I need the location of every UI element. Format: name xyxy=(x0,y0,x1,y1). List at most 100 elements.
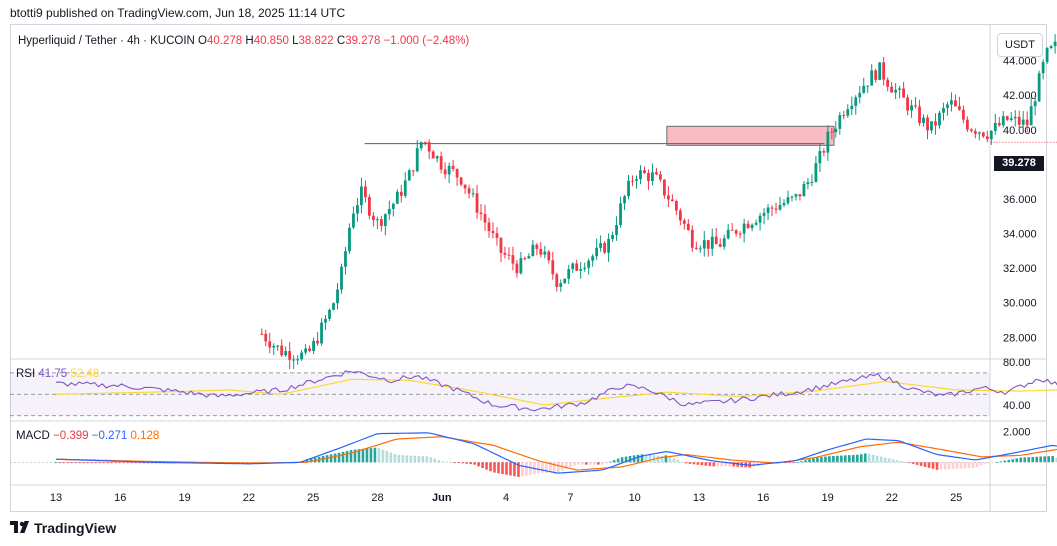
candle xyxy=(750,224,754,229)
candle xyxy=(946,104,949,108)
candle xyxy=(447,165,451,175)
x-tick-label: 10 xyxy=(629,492,641,504)
macd-hist-bar xyxy=(333,453,337,463)
macd-hist-bar xyxy=(1031,456,1035,463)
candle xyxy=(399,191,403,196)
candle xyxy=(623,196,626,204)
macd-hist-bar xyxy=(381,449,385,463)
macd-hist-bar xyxy=(812,458,815,463)
macd-hist-bar xyxy=(405,455,409,463)
macd-hist-bar xyxy=(580,462,584,465)
macd-hist-bar xyxy=(859,454,863,463)
candle xyxy=(535,244,539,249)
candle xyxy=(531,244,535,257)
macd-hist-bar xyxy=(473,462,476,465)
macd-hist-bar xyxy=(848,455,851,463)
candle xyxy=(1017,116,1021,125)
close-value: 39.278 xyxy=(345,35,381,47)
candle xyxy=(395,191,399,204)
signal-line xyxy=(55,436,1057,471)
macd-hist-bar xyxy=(724,462,728,467)
macd-hist-bar xyxy=(616,458,620,463)
candle xyxy=(471,193,475,195)
macd-hist-bar xyxy=(720,462,724,467)
macd-hist-bar xyxy=(1051,455,1054,463)
macd-hist-bar xyxy=(584,462,588,465)
candle xyxy=(810,181,814,183)
macd-hist-bar xyxy=(437,460,441,463)
macd-hist-bar xyxy=(967,462,971,469)
macd-hist-bar xyxy=(557,462,560,473)
macd-hist-bar xyxy=(501,462,504,475)
candle xyxy=(850,105,854,110)
candle xyxy=(802,184,806,197)
candle xyxy=(431,151,435,159)
macd-tick-label: 2.000 xyxy=(1003,426,1031,438)
macd-hist-bar xyxy=(337,452,341,463)
x-tick-label: 28 xyxy=(371,492,383,504)
candle xyxy=(782,203,786,206)
macd-hist-bar xyxy=(126,462,130,464)
candle xyxy=(340,266,343,290)
candle xyxy=(786,197,790,204)
candle xyxy=(770,207,774,209)
candle xyxy=(678,210,682,221)
macd-hist-bar xyxy=(457,462,460,464)
macd-hist-bar xyxy=(891,459,895,463)
candle xyxy=(778,205,782,210)
candle xyxy=(415,148,419,172)
candle xyxy=(886,79,890,87)
candle xyxy=(746,223,750,229)
candle xyxy=(914,105,917,107)
macd-hist-bar xyxy=(513,462,516,477)
candle xyxy=(292,359,296,361)
candle xyxy=(993,122,997,131)
macd-hist-bar xyxy=(676,459,680,463)
macd-hist-bar xyxy=(445,461,448,463)
x-tick-label: 25 xyxy=(307,492,319,504)
macd-hist-bar xyxy=(899,460,903,463)
candle xyxy=(973,131,977,134)
candle xyxy=(663,179,666,196)
candle xyxy=(806,182,810,185)
candle xyxy=(619,203,622,226)
candle xyxy=(467,188,471,194)
candle xyxy=(407,170,411,181)
currency-button[interactable]: USDT xyxy=(997,33,1043,57)
candles xyxy=(260,33,1057,370)
macd-hist-bar xyxy=(393,454,397,463)
macd-hist-bar xyxy=(62,462,66,464)
macd-hist-bar xyxy=(325,455,329,463)
macd-hist-bar xyxy=(840,455,843,463)
macd-hist-bar xyxy=(844,455,847,463)
macd-hist-bar xyxy=(401,455,405,463)
macd-hist-bar xyxy=(688,462,692,464)
macd-hist-bar xyxy=(620,457,624,463)
candle xyxy=(443,169,447,175)
candle xyxy=(579,269,583,271)
candle xyxy=(969,129,973,132)
candle xyxy=(308,348,311,351)
macd-hist-bar xyxy=(975,462,979,468)
candle xyxy=(387,208,391,215)
candle xyxy=(627,180,630,197)
tradingview-logo[interactable]: TradingView xyxy=(10,520,116,536)
macd-hist-bar xyxy=(927,462,931,468)
macd-hist-bar xyxy=(808,459,811,463)
macd-hist-bar xyxy=(453,462,456,464)
symbol-legend: Hyperliquid / Tether · 4h · KUCOIN O40.2… xyxy=(18,35,469,47)
macd-hist-bar xyxy=(863,453,867,463)
macd-hist-bar xyxy=(955,462,959,469)
candle xyxy=(543,251,547,255)
candle xyxy=(455,169,459,178)
candle xyxy=(702,240,706,249)
candle xyxy=(997,122,1001,126)
candle xyxy=(499,237,503,253)
macd-hist-bar xyxy=(493,462,496,473)
hist-value: 0.128 xyxy=(130,430,160,442)
candle xyxy=(599,243,603,248)
candle xyxy=(790,196,794,198)
rsi-line xyxy=(55,370,1057,412)
candle xyxy=(906,97,909,111)
